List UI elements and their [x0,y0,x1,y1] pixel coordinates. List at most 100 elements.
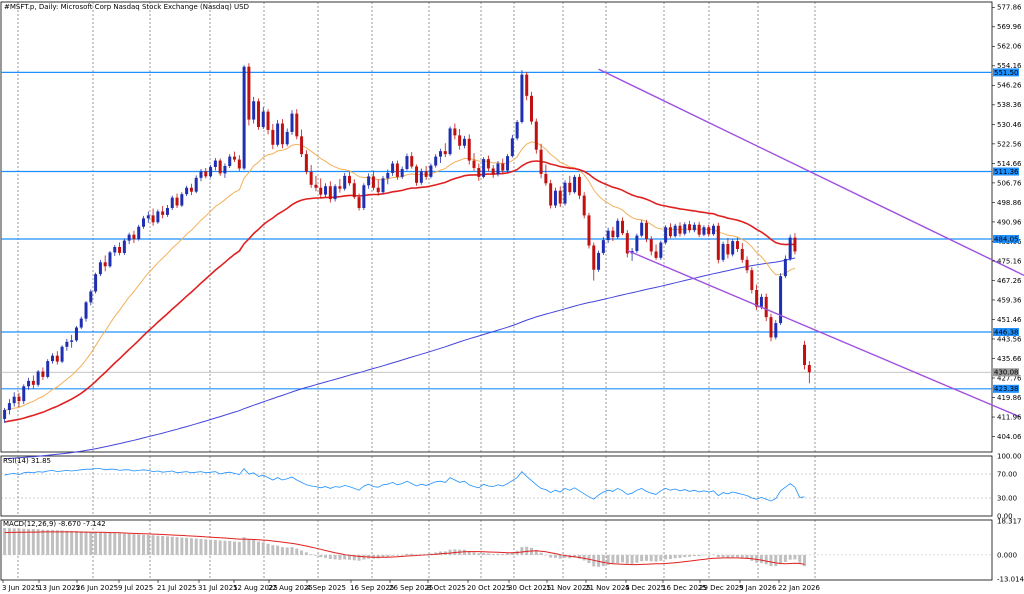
candle [357,193,361,211]
candle [247,63,251,126]
candle [175,193,179,208]
candle [362,183,366,210]
candle-body [774,323,778,338]
candle-body [151,215,155,223]
macd-histogram-bar [563,554,567,558]
y-tick-label: 538.36 [997,101,1022,109]
candle [692,222,696,233]
grid-layer [0,1,993,581]
candle [644,219,648,243]
candle [161,206,165,219]
candle [51,353,54,364]
candle [170,195,174,210]
candle [367,173,371,189]
macd-histogram-bar [482,553,486,555]
candle-body [587,215,591,246]
candle-body [194,177,198,192]
macd-histogram-bar [79,531,83,555]
candle [347,171,351,186]
candle-body [448,128,452,155]
candle [429,163,433,179]
candle-body [55,355,59,362]
level-price-tag [993,167,1019,176]
candle [233,151,237,163]
macd-histogram-bar [616,554,620,564]
macd-histogram-bar [343,554,347,560]
candle [501,158,505,174]
candle [434,154,438,168]
macd-histogram-bar [779,554,783,565]
candle [266,109,270,135]
candle-body [280,123,284,145]
ema-fast-line [4,141,796,411]
candle-body [419,171,423,183]
candle [189,183,193,196]
candle-body [721,244,725,260]
macd-histogram-bar [510,552,514,555]
candle [477,163,481,181]
macd-histogram-bar [46,529,50,555]
candle [65,338,69,351]
candle [300,129,304,158]
macd-histogram-bar [697,554,701,557]
level-price-tag [993,384,1019,393]
candle-body [74,327,78,341]
candle-body [726,244,730,255]
candle-body [189,187,193,192]
candle-body [515,122,519,139]
candle-body [223,165,227,174]
candle [453,123,457,140]
candle-body [304,154,308,172]
macd-histogram-bar [233,541,237,555]
candle-body [530,95,533,122]
macd-histogram-bar [285,547,289,555]
candle [118,242,122,256]
candle-body [7,403,11,411]
macd-histogram-bar [391,554,395,556]
macd-histogram-bar [352,554,356,561]
candle-body [606,230,610,241]
candle-body [779,276,783,324]
candle-body [438,151,442,157]
candle-body [161,211,165,215]
candle-body [319,187,323,195]
candle-body [539,149,543,174]
macd-histogram-bar [415,554,419,556]
macd-histogram-bar [146,535,150,555]
macd-histogram-bar [678,554,682,558]
candle-body [592,245,596,270]
x-tick-label: 12 Aug 2025 [233,584,278,592]
candle [688,220,692,233]
price-pane-frame [0,1,993,453]
macd-histogram-bar [218,540,222,555]
macd-histogram-bar [98,532,102,555]
macd-histogram-bar [276,545,280,555]
macd-label: MACD(12,26,9) -8.670 -7.142 [3,520,106,528]
current-price-label: 430.08 [994,369,1019,377]
y-tick-label: 569.96 [997,23,1022,31]
candle [228,154,232,168]
macd-histogram-bar [132,534,136,555]
candle [424,165,428,180]
candle [539,143,543,179]
candle-body [3,410,7,419]
x-tick-label: 26 Jun 2025 [76,584,118,592]
candle [89,289,93,306]
candle-body [371,176,375,188]
macd-histogram-bar [3,527,7,555]
candle-body [367,176,371,186]
macd-histogram-bar [242,537,246,555]
macd-histogram-bar [223,540,227,555]
macd-histogram-bar [357,554,361,561]
candle [98,259,102,277]
candle [683,222,687,236]
candle [525,72,529,101]
x-tick-label: 9 Jan 2026 [739,584,777,592]
candle-body [185,187,189,195]
candle [252,96,256,124]
macd-histogram-bar [534,550,538,555]
candle-body [199,171,203,178]
candle-body [228,156,232,166]
candle-body [688,224,692,231]
candle-body [506,156,510,171]
